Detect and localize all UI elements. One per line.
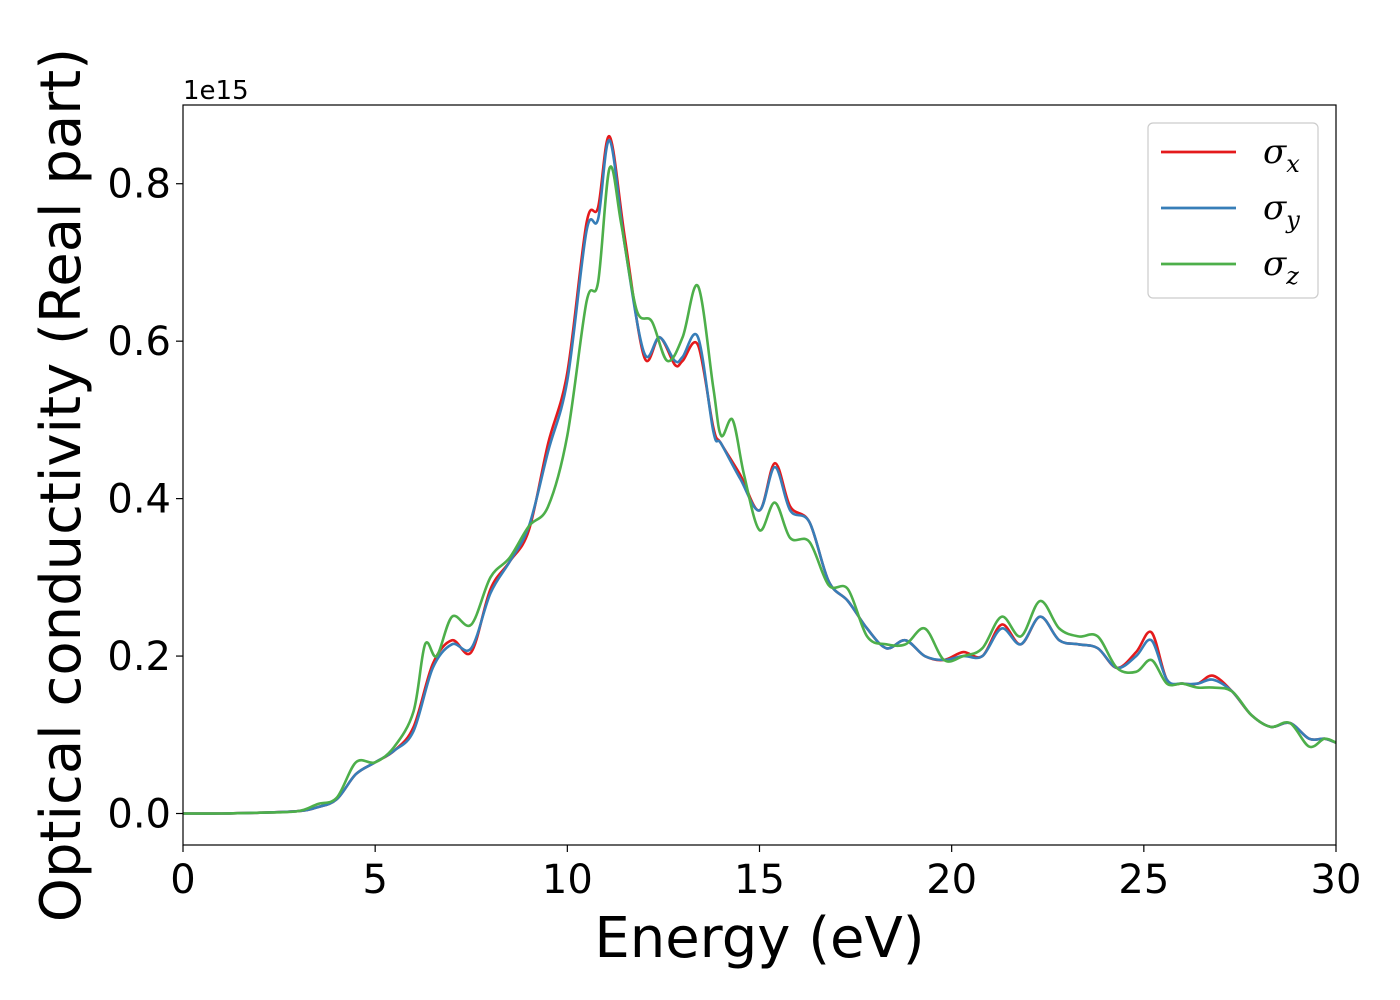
y-tick-label: 0.8 bbox=[107, 162, 171, 208]
legend-entry-y: σy bbox=[1263, 188, 1300, 234]
x-tick-label: 5 bbox=[362, 857, 387, 903]
y-tick-label: 0.4 bbox=[107, 477, 171, 523]
x-tick-label: 10 bbox=[542, 857, 593, 903]
y-tick-label: 0.6 bbox=[107, 319, 171, 365]
legend-entry-x: σx bbox=[1263, 132, 1300, 178]
y-axis-label: Optical conductivity (Real part) bbox=[29, 48, 94, 922]
y-tick-label: 0.2 bbox=[107, 634, 171, 680]
x-axis-label: Energy (eV) bbox=[594, 906, 924, 971]
legend-box bbox=[1147, 122, 1319, 299]
legend: σx σy σz bbox=[1147, 122, 1319, 299]
y-axis-ticks: 0.0 0.2 0.4 0.6 0.8 bbox=[107, 162, 183, 838]
x-tick-label: 0 bbox=[170, 857, 195, 903]
plot-lines bbox=[183, 135, 1336, 815]
x-axis-ticks: 0 5 10 15 20 25 30 bbox=[170, 845, 1361, 903]
x-tick-label: 25 bbox=[1118, 857, 1169, 903]
x-tick-label: 30 bbox=[1311, 857, 1362, 903]
legend-entry-z: σz bbox=[1263, 244, 1299, 290]
series-line-y bbox=[183, 139, 1336, 815]
series-line-z bbox=[183, 165, 1336, 815]
x-tick-label: 15 bbox=[734, 857, 785, 903]
y-offset-label: 1e15 bbox=[183, 76, 249, 106]
y-tick-label: 0.0 bbox=[107, 792, 171, 838]
x-tick-label: 20 bbox=[926, 857, 977, 903]
